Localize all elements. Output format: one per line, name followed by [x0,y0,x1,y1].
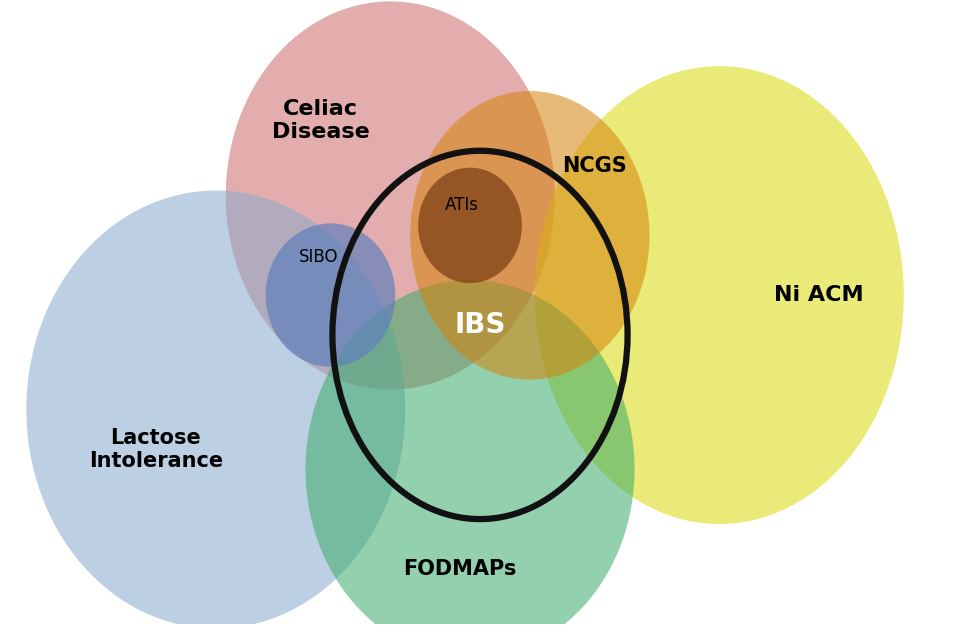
Ellipse shape [419,168,522,283]
Ellipse shape [226,1,555,389]
Ellipse shape [305,280,635,625]
Text: ATIs: ATIs [445,196,479,214]
Text: Celiac
Disease: Celiac Disease [272,99,370,142]
Ellipse shape [266,223,396,367]
Text: SIBO: SIBO [299,248,338,266]
Ellipse shape [26,191,405,625]
Ellipse shape [535,66,903,524]
Text: Lactose
Intolerance: Lactose Intolerance [89,428,223,471]
Text: NCGS: NCGS [563,156,627,176]
Text: Ni ACM: Ni ACM [774,285,864,305]
Text: IBS: IBS [454,311,506,339]
Ellipse shape [410,91,650,380]
Text: FODMAPs: FODMAPs [403,559,516,579]
